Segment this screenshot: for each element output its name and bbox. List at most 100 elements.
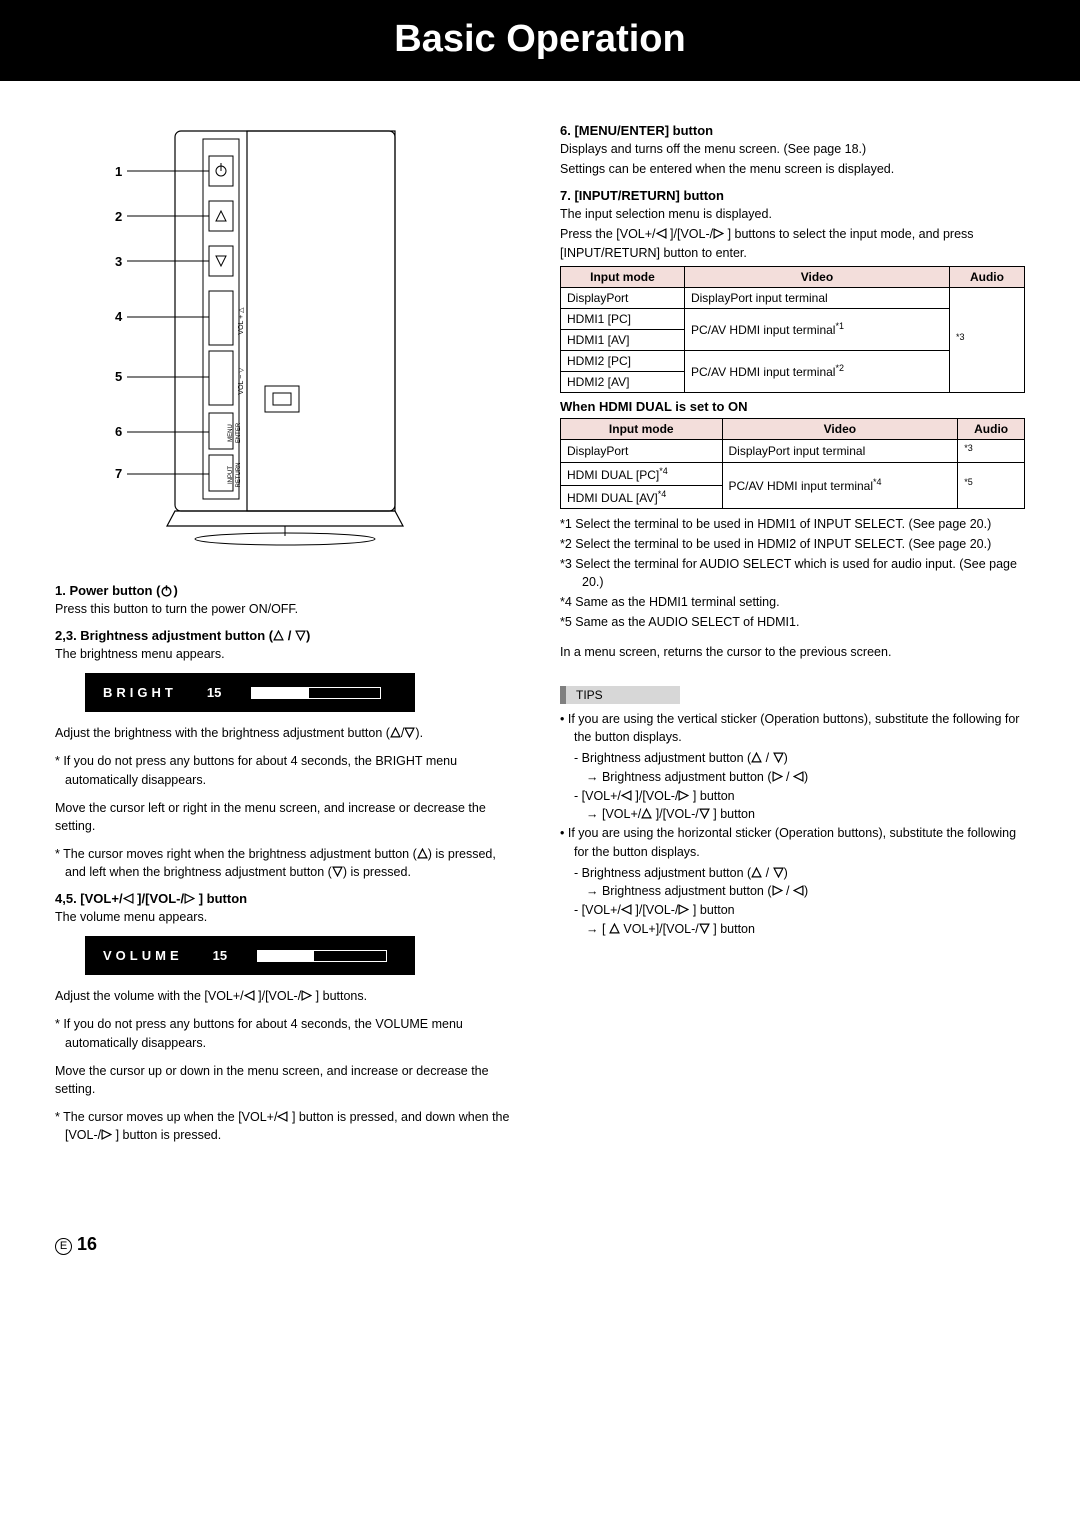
table-cell: *3 <box>958 439 1025 462</box>
th-video: Video <box>722 418 958 439</box>
sec2-head: 2,3. Brightness adjustment button ( / ) <box>55 628 520 643</box>
region-badge: E <box>55 1238 72 1255</box>
content: VOL + △ VOL − ▽ MENU ENTER INPUT RETURN … <box>0 81 1080 1154</box>
volume-osd-bar <box>257 950 387 962</box>
table-cell: DisplayPort input terminal <box>684 287 949 308</box>
fn1: *1 Select the terminal to be used in HDM… <box>560 515 1025 533</box>
svg-text:2: 2 <box>115 209 122 224</box>
table-cell: PC/AV HDMI input terminal*2 <box>684 350 949 392</box>
triangle-up-icon <box>390 727 401 738</box>
page-header: Basic Operation <box>0 0 1080 81</box>
triangle-down-icon <box>404 727 415 738</box>
tip-subsub: → Brightness adjustment button ( / ) <box>560 882 1025 901</box>
sec7-p2: Press the [VOL+/ ]/[VOL-/ ] buttons to s… <box>560 225 1025 261</box>
tip-sub: - [VOL+/ ]/[VOL-/ ] button <box>560 901 1025 920</box>
fn5: *5 Same as the AUDIO SELECT of HDMI1. <box>560 613 1025 631</box>
bright-osd: BRIGHT 15 <box>85 673 415 712</box>
tip-bullet: • If you are using the horizontal sticke… <box>560 824 1025 862</box>
sec4-head: 4,5. [VOL+/ ]/[VOL-/ ] button <box>55 891 520 906</box>
footnotes: *1 Select the terminal to be used in HDM… <box>560 515 1025 632</box>
svg-text:INPUT: INPUT <box>228 466 234 484</box>
table-cell: DisplayPort <box>561 287 685 308</box>
tips-list: • If you are using the vertical sticker … <box>560 710 1025 939</box>
th-mode: Input mode <box>561 418 723 439</box>
sec4-note2: * The cursor moves up when the [VOL+/ ] … <box>55 1108 520 1144</box>
table-cell: DisplayPort <box>561 439 723 462</box>
sec2-p1: Adjust the brightness with the brightnes… <box>55 724 520 742</box>
svg-text:1: 1 <box>115 164 122 179</box>
sec1-head: 1. Power button () <box>55 583 520 598</box>
triangle-right-icon <box>184 893 195 904</box>
tip-bullet: • If you are using the vertical sticker … <box>560 710 1025 748</box>
sec4-note1: * If you do not press any buttons for ab… <box>55 1015 520 1051</box>
th-video: Video <box>684 266 949 287</box>
page-footer: E 16 <box>0 1154 1080 1286</box>
sec4-p1: Adjust the volume with the [VOL+/ ]/[VOL… <box>55 987 520 1005</box>
sec2-note1: * If you do not press any buttons for ab… <box>55 752 520 788</box>
svg-text:VOL − ▽: VOL − ▽ <box>238 367 245 395</box>
page-title: Basic Operation <box>0 18 1080 61</box>
table-cell: DisplayPort input terminal <box>722 439 958 462</box>
tip-sub: - Brightness adjustment button ( / ) <box>560 864 1025 883</box>
triangle-down-icon <box>295 630 306 641</box>
right-column: 6. [MENU/ENTER] button Displays and turn… <box>560 121 1025 1154</box>
sec1-body: Press this button to turn the power ON/O… <box>55 600 520 618</box>
volume-osd: VOLUME 15 <box>85 936 415 975</box>
tips-label: TIPS <box>560 686 680 704</box>
th-mode: Input mode <box>561 266 685 287</box>
table-cell: *3 <box>949 287 1024 392</box>
table-cell: HDMI DUAL [AV]*4 <box>561 485 723 508</box>
th-audio: Audio <box>958 418 1025 439</box>
volume-osd-label: VOLUME <box>103 948 183 963</box>
tip-subsub: → [VOL+/ ]/[VOL-/ ] button <box>560 805 1025 824</box>
svg-text:7: 7 <box>115 466 122 481</box>
sec4-intro: The volume menu appears. <box>55 908 520 926</box>
svg-text:3: 3 <box>115 254 122 269</box>
bright-osd-label: BRIGHT <box>103 685 177 700</box>
svg-text:5: 5 <box>115 369 122 384</box>
input-table-1: Input mode Video Audio DisplayPort Displ… <box>560 266 1025 393</box>
sec7-head: 7. [INPUT/RETURN] button <box>560 188 1025 203</box>
svg-text:VOL + △: VOL + △ <box>238 307 245 335</box>
table-cell: HDMI1 [AV] <box>561 329 685 350</box>
volume-osd-value: 15 <box>213 948 227 963</box>
page-number: 16 <box>77 1234 97 1254</box>
table-cell: PC/AV HDMI input terminal*1 <box>684 308 949 350</box>
dual-head: When HDMI DUAL is set to ON <box>560 399 1025 414</box>
sec4-p2: Move the cursor up or down in the menu s… <box>55 1062 520 1098</box>
svg-text:MENU: MENU <box>228 424 234 442</box>
table-cell: HDMI2 [AV] <box>561 371 685 392</box>
table-cell: HDMI DUAL [PC]*4 <box>561 462 723 485</box>
triangle-left-icon <box>123 893 134 904</box>
svg-text:6: 6 <box>115 424 122 439</box>
sec6-p2: Settings can be entered when the menu sc… <box>560 160 1025 178</box>
tip-sub: - [VOL+/ ]/[VOL-/ ] button <box>560 787 1025 806</box>
fn2: *2 Select the terminal to be used in HDM… <box>560 535 1025 553</box>
tip-sub: - Brightness adjustment button ( / ) <box>560 749 1025 768</box>
table-cell: *5 <box>958 462 1025 508</box>
tip-subsub: → Brightness adjustment button ( / ) <box>560 768 1025 787</box>
diagram-svg: VOL + △ VOL − ▽ MENU ENTER INPUT RETURN … <box>55 121 415 551</box>
sec2-note2: * The cursor moves right when the bright… <box>55 845 520 881</box>
sec2-intro: The brightness menu appears. <box>55 645 520 663</box>
fn4: *4 Same as the HDMI1 terminal setting. <box>560 593 1025 611</box>
bright-osd-bar <box>251 687 381 699</box>
power-icon <box>160 584 173 597</box>
fn3: *3 Select the terminal for AUDIO SELECT … <box>560 555 1025 591</box>
svg-text:ENTER: ENTER <box>236 422 242 443</box>
input-table-2: Input mode Video Audio DisplayPort Displ… <box>560 418 1025 509</box>
sec6-p1: Displays and turns off the menu screen. … <box>560 140 1025 158</box>
table-cell: HDMI2 [PC] <box>561 350 685 371</box>
sec6-head: 6. [MENU/ENTER] button <box>560 123 1025 138</box>
tip-subsub: → [ VOL+]/[VOL-/ ] button <box>560 920 1025 939</box>
th-audio: Audio <box>949 266 1024 287</box>
triangle-up-icon <box>273 630 284 641</box>
after-fn: In a menu screen, returns the cursor to … <box>560 643 1025 661</box>
svg-text:RETURN: RETURN <box>236 463 242 488</box>
sec2-p2: Move the cursor left or right in the men… <box>55 799 520 835</box>
svg-text:4: 4 <box>115 309 123 324</box>
table-cell: PC/AV HDMI input terminal*4 <box>722 462 958 508</box>
product-diagram: VOL + △ VOL − ▽ MENU ENTER INPUT RETURN … <box>55 121 520 581</box>
bright-osd-value: 15 <box>207 685 221 700</box>
left-column: VOL + △ VOL − ▽ MENU ENTER INPUT RETURN … <box>55 121 520 1154</box>
